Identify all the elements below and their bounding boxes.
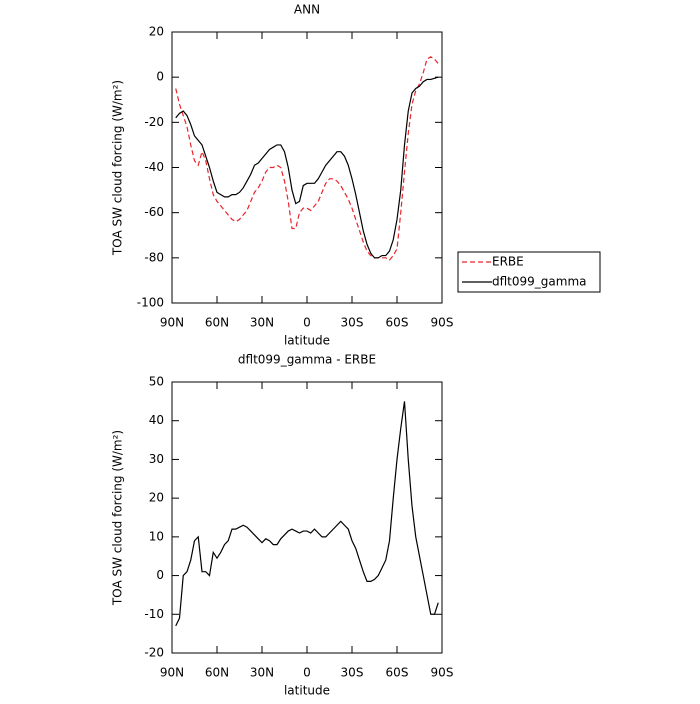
- y-tick-label: 10: [149, 529, 164, 543]
- x-tick-label: 90S: [431, 316, 454, 330]
- y-axis-label: TOA SW cloud forcing (W/m²): [111, 80, 125, 256]
- x-tick-label: 30N: [250, 316, 274, 330]
- y-tick-label: -40: [144, 160, 164, 174]
- x-tick-label: 60N: [205, 316, 229, 330]
- x-tick-label: 60N: [205, 666, 229, 680]
- y-tick-label: -100: [137, 296, 164, 310]
- legend-label: dflt099_gamma: [492, 275, 587, 289]
- y-tick-label: -60: [144, 205, 164, 219]
- plot-frame: [171, 381, 443, 654]
- x-tick-label: 90N: [160, 316, 184, 330]
- data-line: [175, 56, 439, 261]
- chart-title: dflt099_gamma - ERBE: [238, 353, 376, 367]
- y-tick-label: -80: [144, 250, 164, 264]
- chart-title: ANN: [294, 3, 320, 17]
- plot-frame: [171, 31, 443, 304]
- x-tick-label: 60S: [386, 316, 409, 330]
- x-tick-label: 60S: [386, 666, 409, 680]
- x-tick-label: 0: [303, 316, 311, 330]
- x-tick-label: 30N: [250, 666, 274, 680]
- legend-label: ERBE: [492, 255, 524, 269]
- x-tick-label: 0: [303, 666, 311, 680]
- data-line: [175, 76, 439, 259]
- y-tick-label: 0: [156, 70, 164, 84]
- y-tick-label: 0: [156, 568, 164, 582]
- y-tick-label: 20: [149, 491, 164, 505]
- x-tick-label: 30S: [341, 316, 364, 330]
- x-tick-label: 90N: [160, 666, 184, 680]
- y-tick-label: 50: [149, 375, 164, 389]
- x-tick-label: 30S: [341, 666, 364, 680]
- legend-box: [457, 251, 601, 293]
- y-tick-label: 40: [149, 413, 164, 427]
- x-tick-label: 90S: [431, 666, 454, 680]
- x-axis-label: latitude: [284, 334, 330, 348]
- data-line: [175, 401, 439, 627]
- y-tick-label: 20: [149, 25, 164, 39]
- y-tick-label: -20: [144, 646, 164, 660]
- y-tick-label: -10: [144, 607, 164, 621]
- y-tick-label: 30: [149, 452, 164, 466]
- y-tick-label: -20: [144, 115, 164, 129]
- y-axis-label: TOA SW cloud forcing (W/m²): [111, 430, 125, 606]
- x-axis-label: latitude: [284, 684, 330, 698]
